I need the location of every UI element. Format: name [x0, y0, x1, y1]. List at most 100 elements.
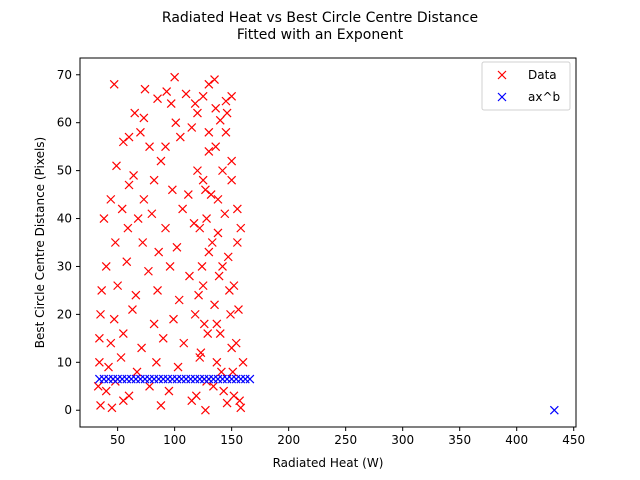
- data-point: [117, 204, 127, 214]
- data-point: [101, 386, 111, 396]
- data-point: [204, 127, 214, 137]
- data-point: [208, 381, 218, 391]
- data-point: [164, 386, 174, 396]
- data-point: [106, 194, 116, 204]
- data-point: [226, 309, 235, 319]
- data-point: [138, 238, 148, 247]
- x-axis-label: Radiated Heat (W): [273, 456, 384, 470]
- data-point: [109, 314, 119, 324]
- data-point: [229, 391, 239, 401]
- data-point: [137, 343, 146, 353]
- x-tick-label: 250: [334, 433, 357, 447]
- data-point: [234, 305, 243, 315]
- data-point: [204, 147, 214, 156]
- data-point: [173, 362, 183, 372]
- data-point: [214, 271, 224, 281]
- data-point: [170, 72, 180, 82]
- data-point: [129, 170, 139, 180]
- data-point: [204, 247, 214, 257]
- data-point: [211, 103, 221, 113]
- data-point: [195, 223, 205, 233]
- data-point: [222, 398, 232, 408]
- data-point: [161, 223, 170, 233]
- fit-point: [549, 405, 559, 415]
- data-point: [232, 238, 242, 247]
- y-tick-label: 60: [57, 116, 72, 130]
- legend-marker-fit: [497, 92, 507, 102]
- data-point: [167, 185, 177, 195]
- data-point: [153, 94, 162, 104]
- data-point: [158, 333, 168, 343]
- data-point: [101, 262, 111, 271]
- fit-point: [245, 374, 255, 384]
- data-point: [228, 367, 238, 377]
- data-point: [122, 257, 132, 267]
- data-point: [218, 166, 227, 176]
- legend-marker-data: [497, 70, 507, 80]
- chart-titles: Radiated Heat vs Best Circle Centre Dist…: [162, 10, 478, 43]
- data-point: [222, 108, 232, 118]
- data-point: [93, 381, 103, 391]
- data-point: [198, 175, 208, 185]
- data-point: [107, 403, 117, 413]
- data-point: [124, 180, 134, 190]
- data-point: [221, 96, 231, 106]
- data-point: [204, 79, 214, 89]
- data-point: [131, 290, 141, 300]
- data-point: [207, 238, 217, 247]
- data-point: [212, 319, 222, 329]
- data-point: [197, 262, 207, 271]
- x-tick-label: 150: [220, 433, 243, 447]
- data-point: [151, 357, 161, 367]
- data-point: [116, 353, 126, 362]
- data-point: [229, 281, 239, 291]
- data-point: [110, 238, 120, 247]
- legend-label-data: Data: [528, 68, 557, 82]
- plot-area: [79, 57, 577, 428]
- data-point: [194, 290, 204, 300]
- data-point: [203, 329, 213, 338]
- data-point: [118, 396, 128, 406]
- data-point: [183, 190, 193, 200]
- y-axis-label: Best Circle Centre Distance (Pixels): [33, 137, 47, 349]
- data-point: [199, 319, 209, 329]
- series-data: [93, 72, 248, 415]
- data-point: [201, 185, 210, 195]
- data-point: [210, 75, 219, 84]
- data-point: [124, 391, 134, 401]
- data-point: [191, 391, 201, 401]
- data-point: [221, 127, 231, 137]
- x-tick-label: 200: [277, 433, 300, 447]
- plot-frame: [79, 57, 577, 428]
- data-point: [236, 403, 246, 413]
- y-tick-label: 40: [57, 212, 72, 226]
- y-tick-label: 30: [57, 259, 72, 273]
- x-tick-label: 350: [448, 433, 471, 447]
- chart-title: Radiated Heat vs Best Circle Centre Dist…: [162, 10, 478, 26]
- data-point: [133, 214, 143, 223]
- data-point: [174, 295, 184, 305]
- y-tick-label: 0: [64, 403, 72, 417]
- data-point: [171, 118, 181, 128]
- data-point: [139, 113, 149, 123]
- x-tick-label: 300: [391, 433, 414, 447]
- legend-item-data: Data: [497, 68, 557, 82]
- data-point: [215, 329, 225, 338]
- data-point: [147, 209, 157, 219]
- data-point: [202, 214, 211, 223]
- data-point: [123, 223, 133, 233]
- data-point: [216, 367, 226, 377]
- data-point: [231, 338, 241, 348]
- data-point: [156, 401, 166, 410]
- data-point: [227, 91, 237, 101]
- data-point: [213, 194, 223, 204]
- data-point: [193, 108, 202, 118]
- data-point: [166, 99, 176, 108]
- data-point: [99, 214, 109, 223]
- data-point: [113, 281, 123, 291]
- data-point: [185, 271, 194, 281]
- data-point: [130, 108, 140, 118]
- data-point: [139, 194, 149, 204]
- data-point: [94, 333, 104, 343]
